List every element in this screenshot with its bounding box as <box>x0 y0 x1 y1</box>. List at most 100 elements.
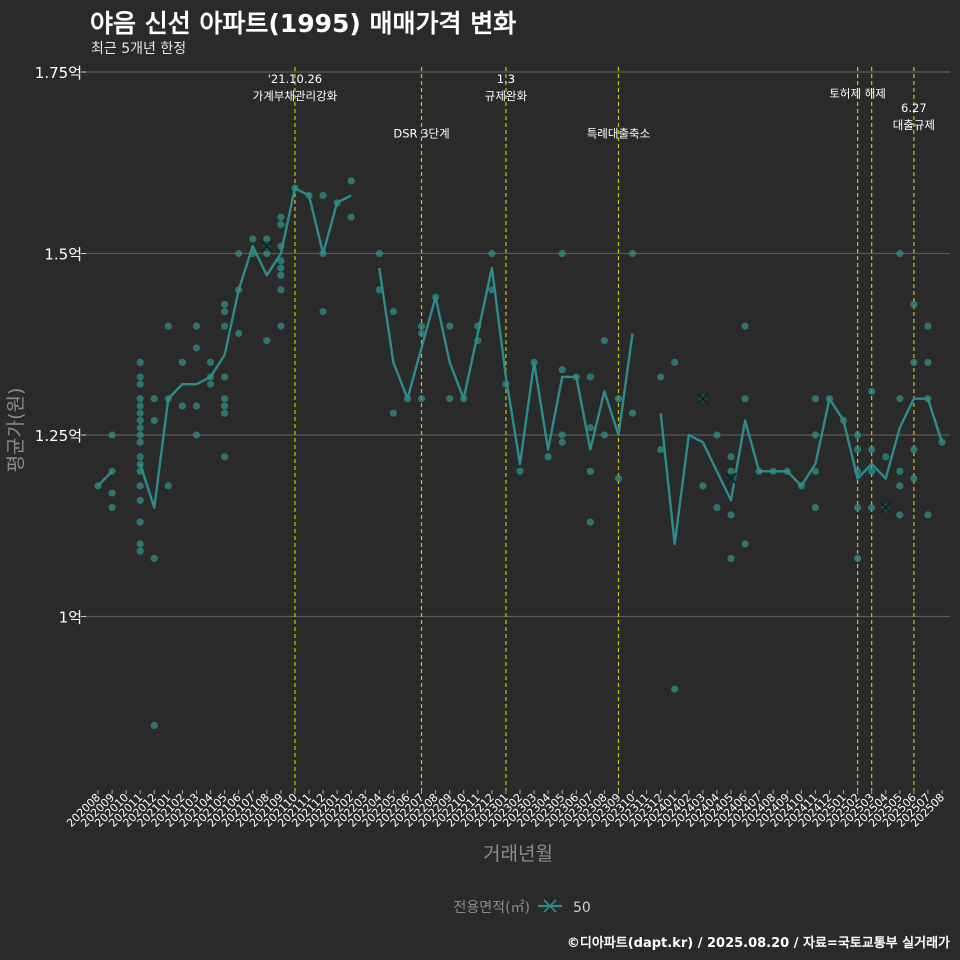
transaction-point <box>108 504 116 512</box>
transaction-point <box>206 380 215 388</box>
transaction-point <box>192 402 201 410</box>
transaction-point <box>727 554 735 563</box>
transaction-point <box>178 358 186 366</box>
transaction-point <box>460 395 468 403</box>
legend-entry: 50 <box>573 900 591 916</box>
transaction-point <box>221 395 229 403</box>
transaction-point <box>854 554 862 563</box>
transaction-point <box>586 373 594 381</box>
event-label: 1.3 <box>497 72 515 86</box>
transaction-point <box>910 300 918 308</box>
cross-marker <box>879 501 892 514</box>
transaction-point <box>488 286 496 294</box>
transaction-point <box>389 307 397 316</box>
legend-cross-key <box>543 899 557 913</box>
transaction-point <box>347 213 355 221</box>
transaction-point <box>277 220 285 229</box>
transaction-point <box>868 445 876 454</box>
transaction-point <box>572 373 580 381</box>
transaction-point <box>277 257 285 265</box>
transaction-point <box>221 453 229 461</box>
transaction-point <box>164 322 172 330</box>
transaction-point <box>713 504 721 512</box>
transaction-point <box>811 395 820 403</box>
transaction-point <box>108 431 116 439</box>
transaction-point <box>516 467 524 475</box>
transaction-point <box>446 322 454 330</box>
cross-marker <box>260 240 273 253</box>
y-tick-label: 1.5억 <box>44 246 82 264</box>
transaction-point <box>924 322 932 330</box>
transaction-point <box>136 424 144 432</box>
transaction-point <box>854 431 862 439</box>
event-label: 대출규제 <box>893 118 935 132</box>
y-tick-label: 1억 <box>59 609 82 627</box>
transaction-point <box>136 518 144 526</box>
transaction-point <box>164 395 172 403</box>
transaction-point <box>713 431 721 439</box>
transaction-point <box>741 322 749 330</box>
transaction-point <box>558 438 566 446</box>
transaction-point <box>389 409 397 417</box>
transaction-point <box>811 467 820 475</box>
transaction-point <box>600 337 609 345</box>
transaction-point <box>839 416 848 425</box>
transaction-point <box>164 482 172 490</box>
transaction-point <box>136 395 144 403</box>
transaction-point <box>783 467 791 475</box>
transaction-point <box>347 177 355 185</box>
transaction-point <box>896 511 904 519</box>
transaction-point <box>136 402 144 410</box>
transaction-point <box>136 416 144 425</box>
transaction-point <box>558 249 566 258</box>
transaction-point <box>530 358 538 366</box>
transaction-point <box>600 431 609 439</box>
transaction-point <box>277 264 285 272</box>
y-tick-label: 1.75억 <box>35 64 82 82</box>
transaction-point <box>586 518 594 526</box>
transaction-point <box>882 453 890 461</box>
transaction-point <box>136 547 144 555</box>
transaction-point <box>375 249 383 258</box>
transaction-point <box>206 358 215 366</box>
transaction-point <box>94 482 102 490</box>
average-price-line <box>139 187 352 509</box>
x-axis-title: 거래년월 <box>483 843 553 865</box>
y-tick-label: 1.25억 <box>35 427 82 445</box>
transaction-point <box>825 395 834 403</box>
transaction-point <box>797 482 805 490</box>
transaction-point <box>417 395 426 403</box>
transaction-point <box>136 496 144 504</box>
transaction-point <box>136 438 144 446</box>
transaction-point <box>910 474 918 483</box>
average-price-line <box>378 266 634 466</box>
transaction-point <box>235 286 243 294</box>
transaction-point <box>811 504 820 512</box>
transaction-point <box>249 249 257 258</box>
transaction-point <box>136 409 144 417</box>
transaction-point <box>586 467 594 475</box>
cross-marker <box>696 392 709 405</box>
transaction-point <box>221 373 229 381</box>
transaction-point <box>305 191 313 200</box>
transaction-point <box>136 482 144 490</box>
transaction-point <box>319 191 327 200</box>
transaction-point <box>277 213 285 221</box>
transaction-point <box>910 358 918 366</box>
transaction-point <box>136 460 144 468</box>
transaction-point <box>221 322 229 330</box>
transaction-point <box>896 467 904 475</box>
source-caption: ©디아파트(dapt.kr) / 2025.08.20 / 자료=국토교통부 실… <box>566 936 950 951</box>
transaction-point <box>741 540 749 548</box>
transaction-point <box>671 685 679 693</box>
transaction-point <box>432 293 440 301</box>
transaction-point <box>727 511 735 519</box>
transaction-point <box>896 249 904 258</box>
transaction-point <box>896 395 904 403</box>
transaction-point <box>108 467 116 475</box>
transaction-point <box>277 242 285 250</box>
transaction-point <box>136 431 144 439</box>
transaction-point <box>403 395 412 403</box>
transaction-point <box>474 322 482 330</box>
legend-title: 전용면적(㎡) <box>454 900 530 916</box>
